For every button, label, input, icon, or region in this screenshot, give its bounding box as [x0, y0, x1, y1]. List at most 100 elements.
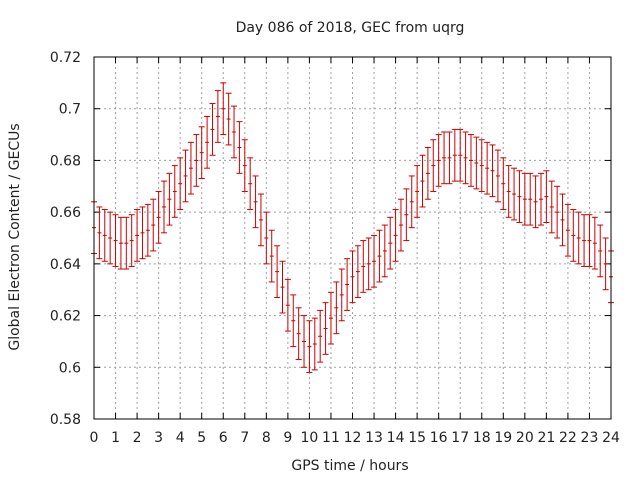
y-tick-label: 0.64 [50, 257, 81, 273]
data-point [586, 214, 593, 267]
data-point [505, 165, 512, 218]
data-point [247, 157, 254, 211]
grid [94, 57, 611, 419]
data-point [462, 131, 469, 185]
data-point [301, 315, 308, 368]
data-point [166, 172, 173, 226]
data-point [564, 203, 571, 257]
data-point [231, 105, 238, 159]
x-tick-label: 2 [133, 430, 142, 446]
data-point [327, 291, 334, 345]
data-point [424, 147, 431, 200]
y-tick-label: 0.72 [50, 50, 81, 66]
x-tick-label: 16 [430, 430, 448, 446]
plot-frame [93, 56, 612, 420]
data-point [500, 157, 507, 211]
data-point [494, 149, 501, 203]
x-tick-label: 21 [537, 430, 555, 446]
y-tick-label: 0.58 [50, 412, 81, 428]
data-point [387, 216, 394, 270]
x-tick-label: 8 [262, 430, 271, 446]
data-point [241, 139, 248, 192]
y-tick-label: 0.7 [59, 102, 81, 118]
data-point [236, 121, 243, 174]
y-tick-label: 0.62 [50, 309, 81, 325]
data-point [516, 170, 523, 223]
x-axis-label: GPS time / hours [291, 458, 408, 474]
data-point [117, 216, 124, 270]
data-point [139, 206, 146, 260]
x-tick-label: 20 [516, 430, 534, 446]
data-point [134, 209, 141, 262]
data-point [408, 175, 415, 229]
data-point [484, 141, 491, 195]
data-point [204, 115, 211, 169]
data-point [457, 128, 464, 182]
data-point [451, 128, 458, 182]
data-point [473, 136, 480, 190]
data-point [403, 188, 410, 242]
data-point [376, 229, 383, 283]
data-point [333, 281, 340, 335]
x-tick-label: 17 [451, 430, 469, 446]
x-tick-label: 12 [344, 430, 362, 446]
data-point [591, 216, 598, 270]
data-point [123, 216, 130, 270]
data-point [268, 229, 275, 283]
data-point [220, 82, 227, 136]
chart-title: Day 086 of 2018, GEC from uqrg [236, 20, 465, 36]
data-point [187, 141, 194, 195]
y-tick-label: 0.68 [50, 153, 81, 169]
data-point [177, 157, 184, 211]
x-tick-label: 9 [283, 430, 292, 446]
data-point [527, 172, 534, 226]
data-point [150, 198, 157, 252]
data-point [430, 139, 437, 192]
data-point [597, 224, 604, 278]
data-point [311, 317, 318, 371]
x-tick-label: 19 [494, 430, 512, 446]
data-point [284, 278, 291, 332]
x-tick-label: 7 [240, 430, 249, 446]
data-point [548, 180, 555, 234]
data-point [414, 165, 421, 218]
x-tick-label: 5 [197, 430, 206, 446]
error-bars [91, 82, 614, 373]
data-point [543, 170, 550, 223]
data-point [602, 237, 609, 291]
x-tick-label: 10 [301, 430, 319, 446]
data-point [101, 209, 108, 262]
x-tick-label: 3 [154, 430, 163, 446]
x-tick-label: 6 [219, 430, 228, 446]
data-point [96, 206, 103, 260]
data-point [295, 307, 302, 361]
data-point [381, 224, 388, 278]
data-point [128, 214, 135, 267]
data-point [161, 180, 168, 234]
data-point [182, 149, 189, 203]
data-point [360, 240, 367, 293]
y-axis-label: Global Electron Content / GECUs [7, 123, 23, 350]
data-point [198, 126, 205, 180]
y-tick-labels: 0.58 0.6 0.62 0.64 0.66 0.68 0.7 0.72 [50, 50, 81, 428]
data-point [112, 214, 119, 267]
x-tick-label: 11 [322, 430, 340, 446]
data-point [354, 245, 361, 298]
x-tick-label: 15 [408, 430, 426, 446]
data-point [371, 234, 378, 288]
x-tick-label: 4 [176, 430, 185, 446]
data-point [155, 190, 162, 244]
data-point [338, 268, 345, 322]
y-tick-label: 0.66 [50, 205, 81, 221]
data-point [193, 134, 200, 187]
data-point [559, 193, 566, 247]
x-tick-label: 1 [111, 430, 120, 446]
data-point [435, 134, 442, 187]
data-point [279, 260, 286, 314]
data-point [257, 193, 264, 247]
data-point [419, 154, 426, 208]
data-point [344, 258, 351, 311]
data-point [214, 90, 221, 143]
x-tick-label: 23 [581, 430, 599, 446]
x-tick-label: 14 [387, 430, 405, 446]
